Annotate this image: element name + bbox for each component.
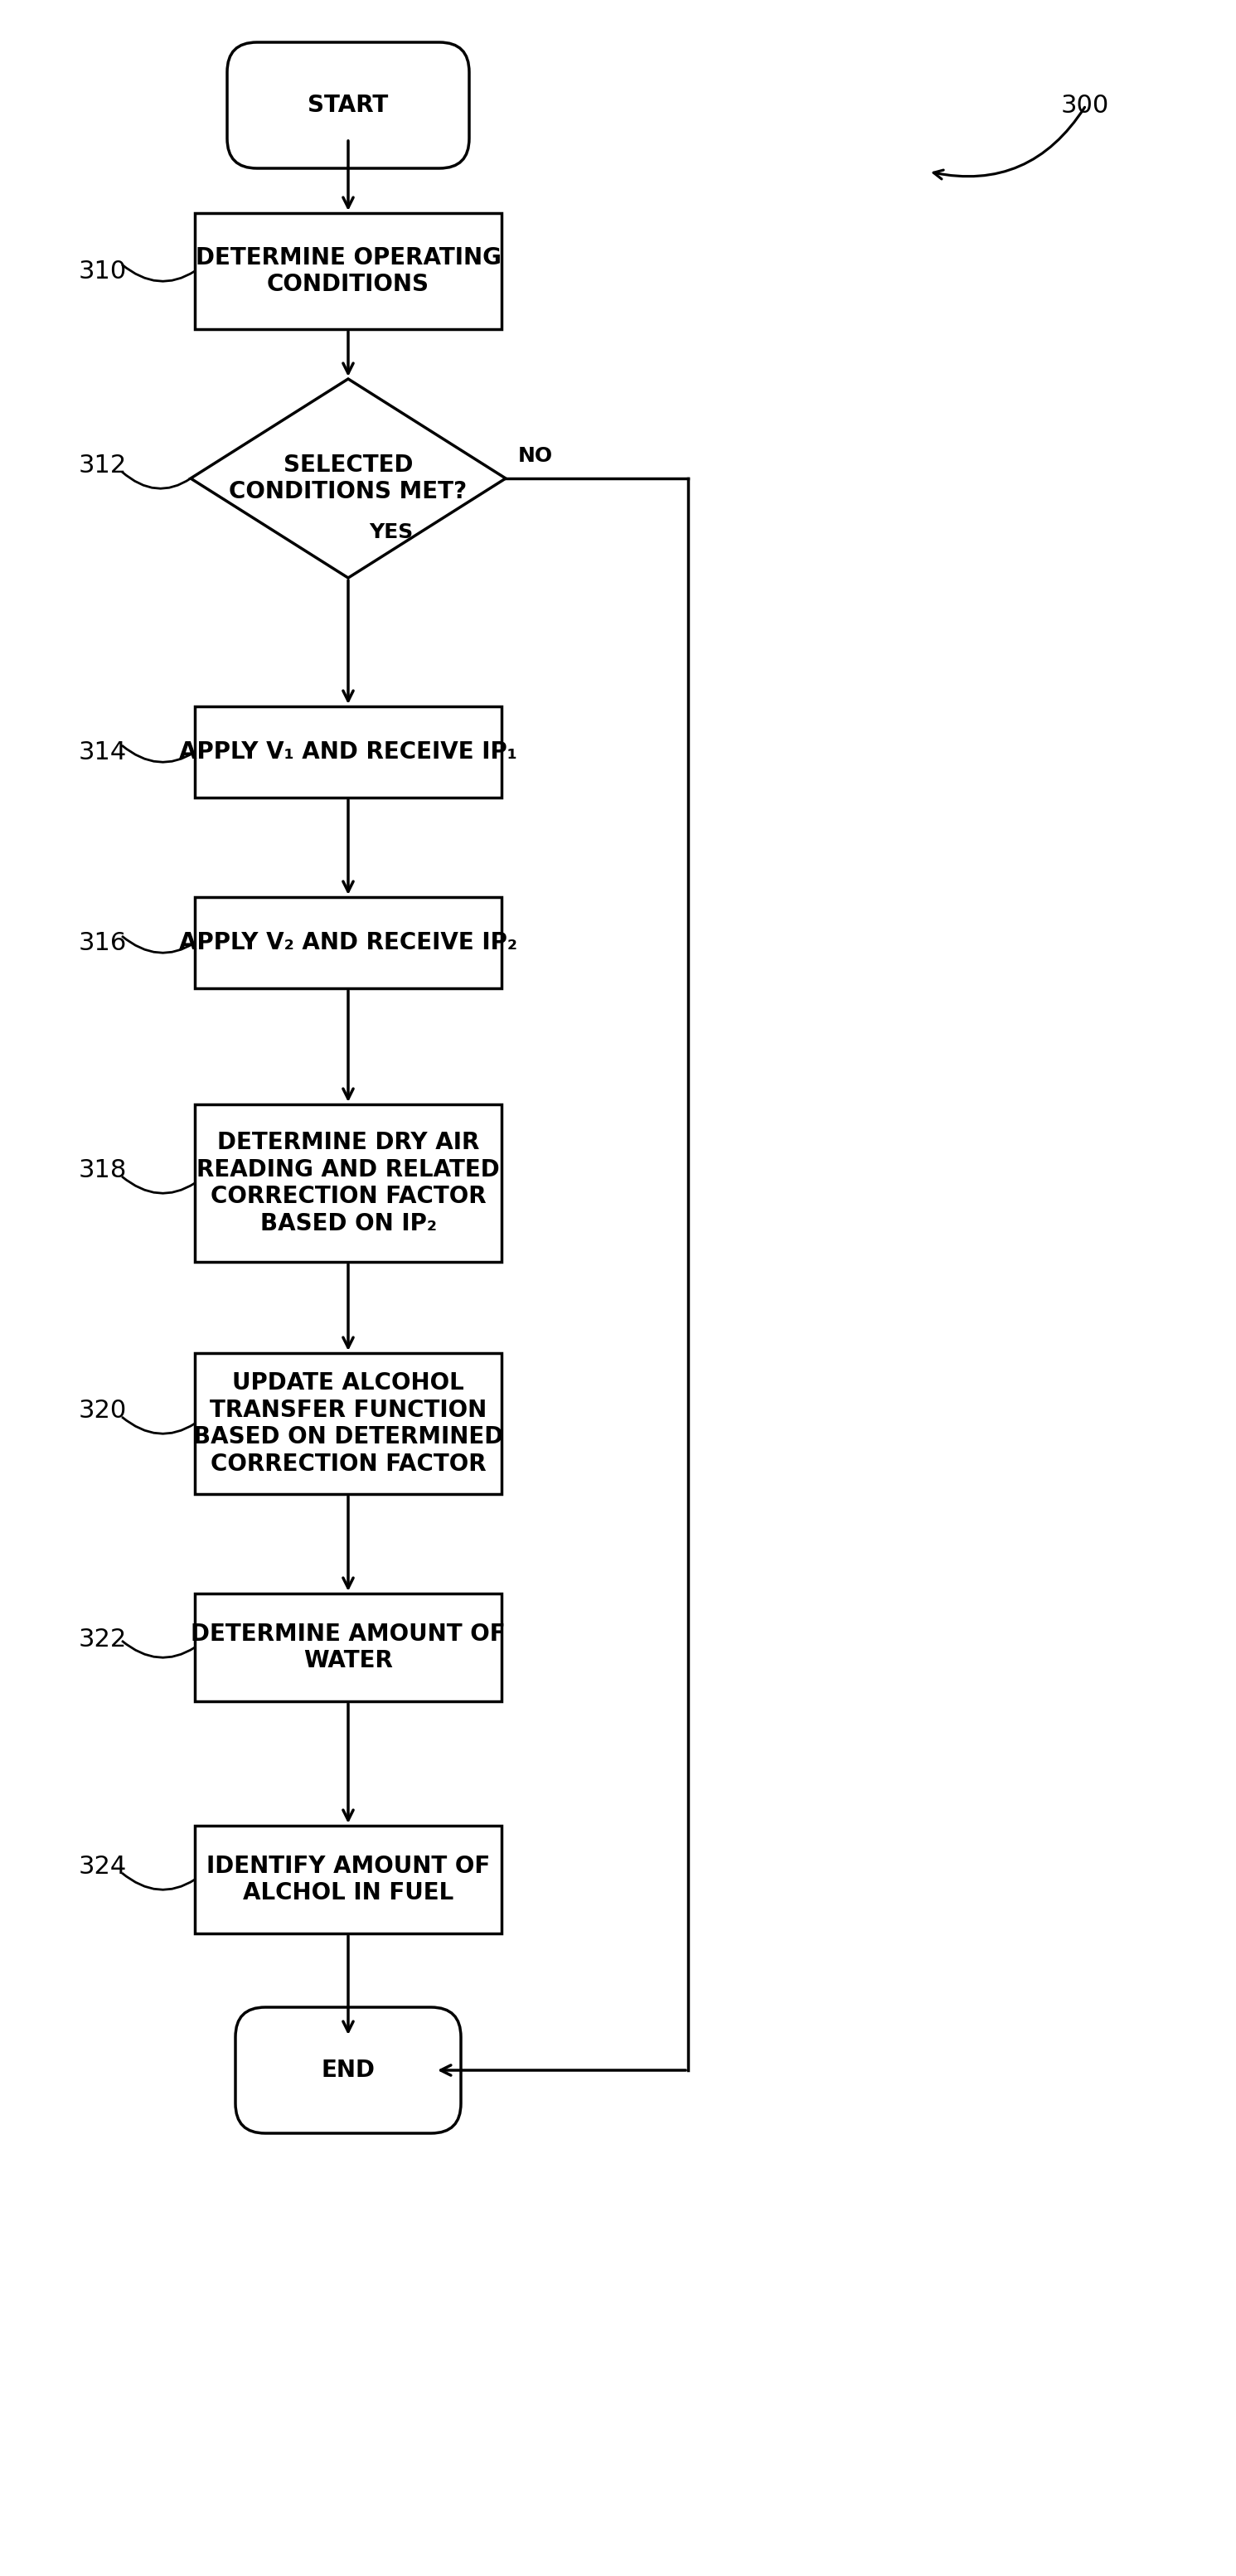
Text: IDENTIFY AMOUNT OF
ALCHOL IN FUEL: IDENTIFY AMOUNT OF ALCHOL IN FUEL bbox=[206, 1855, 489, 1904]
Text: NO: NO bbox=[518, 446, 552, 466]
Text: 310: 310 bbox=[79, 260, 127, 283]
Text: APPLY V₁ AND RECEIVE IP₁: APPLY V₁ AND RECEIVE IP₁ bbox=[179, 739, 517, 762]
FancyBboxPatch shape bbox=[227, 41, 470, 167]
Text: START: START bbox=[308, 93, 388, 116]
Text: APPLY V₂ AND RECEIVE IP₂: APPLY V₂ AND RECEIVE IP₂ bbox=[179, 930, 518, 953]
Text: YES: YES bbox=[368, 523, 413, 541]
FancyBboxPatch shape bbox=[235, 2007, 461, 2133]
Text: 320: 320 bbox=[79, 1399, 127, 1422]
FancyBboxPatch shape bbox=[195, 1595, 502, 1700]
Text: 322: 322 bbox=[79, 1628, 127, 1651]
FancyBboxPatch shape bbox=[195, 1826, 502, 1935]
Text: 312: 312 bbox=[79, 453, 127, 479]
Text: UPDATE ALCOHOL
TRANSFER FUNCTION
BASED ON DETERMINED
CORRECTION FACTOR: UPDATE ALCOHOL TRANSFER FUNCTION BASED O… bbox=[193, 1370, 503, 1476]
Text: END: END bbox=[321, 2058, 375, 2081]
FancyBboxPatch shape bbox=[195, 1352, 502, 1494]
Text: DETERMINE DRY AIR
READING AND RELATED
CORRECTION FACTOR
BASED ON IP₂: DETERMINE DRY AIR READING AND RELATED CO… bbox=[197, 1131, 499, 1234]
Polygon shape bbox=[190, 379, 506, 577]
FancyBboxPatch shape bbox=[195, 214, 502, 330]
Text: 314: 314 bbox=[79, 739, 127, 765]
FancyBboxPatch shape bbox=[195, 896, 502, 989]
Text: 316: 316 bbox=[79, 930, 127, 956]
Text: 300: 300 bbox=[1060, 93, 1110, 118]
Text: 318: 318 bbox=[79, 1159, 127, 1182]
FancyBboxPatch shape bbox=[195, 706, 502, 799]
FancyBboxPatch shape bbox=[195, 1105, 502, 1262]
Text: 324: 324 bbox=[79, 1855, 127, 1878]
Text: DETERMINE AMOUNT OF
WATER: DETERMINE AMOUNT OF WATER bbox=[190, 1623, 506, 1672]
Text: DETERMINE OPERATING
CONDITIONS: DETERMINE OPERATING CONDITIONS bbox=[195, 247, 501, 296]
Text: SELECTED
CONDITIONS MET?: SELECTED CONDITIONS MET? bbox=[229, 453, 467, 502]
